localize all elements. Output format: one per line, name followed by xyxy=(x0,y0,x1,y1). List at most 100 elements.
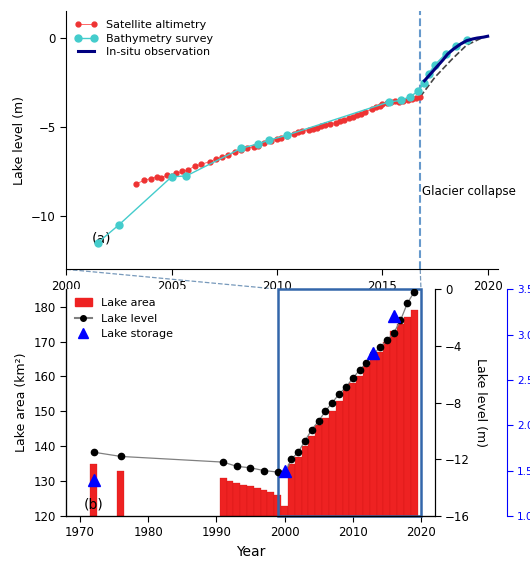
Bar xyxy=(342,390,349,516)
In-situ observation xyxy=(421,77,428,84)
Bar xyxy=(315,425,322,516)
Satellite altimetry xyxy=(255,142,261,149)
Bar xyxy=(254,488,261,516)
Bar xyxy=(226,481,233,516)
Bathymetry survey xyxy=(116,222,122,229)
Text: (a): (a) xyxy=(92,232,111,246)
Satellite altimetry xyxy=(326,121,333,128)
Bathymetry survey xyxy=(453,43,459,49)
Line: Satellite altimetry: Satellite altimetry xyxy=(134,94,422,187)
Bathymetry survey xyxy=(169,174,175,180)
Bar xyxy=(377,352,383,516)
Lake level xyxy=(288,456,295,463)
Lake level xyxy=(350,375,356,382)
Lake level xyxy=(370,351,376,358)
Y-axis label: Lake area (km²): Lake area (km²) xyxy=(15,353,28,452)
In-situ observation xyxy=(484,33,491,40)
Bar xyxy=(288,464,295,516)
Lake level xyxy=(261,467,267,474)
Lake level xyxy=(363,359,369,366)
Lake level xyxy=(356,367,363,374)
Lake level xyxy=(398,317,404,324)
Bathymetry survey xyxy=(415,88,421,95)
Lake level xyxy=(377,344,383,350)
Satellite altimetry xyxy=(337,117,343,124)
Satellite altimetry xyxy=(141,177,147,184)
Bathymetry survey xyxy=(443,50,449,57)
Lake level xyxy=(322,408,329,414)
Lake level xyxy=(391,330,397,337)
Lake level xyxy=(248,464,254,471)
Bathymetry survey xyxy=(426,70,432,77)
Bar xyxy=(322,418,329,516)
Bathymetry survey xyxy=(284,132,290,138)
Bathymetry survey xyxy=(255,141,261,147)
In-situ observation xyxy=(445,50,451,57)
Lake storage xyxy=(391,313,397,320)
Bar xyxy=(363,366,370,516)
In-situ observation xyxy=(440,56,447,63)
Bar xyxy=(356,376,363,516)
In-situ observation xyxy=(463,37,470,44)
Bar xyxy=(261,490,268,516)
Line: In-situ observation: In-situ observation xyxy=(425,36,488,81)
X-axis label: Year: Year xyxy=(236,545,265,559)
Bar xyxy=(220,477,226,516)
Bar xyxy=(281,506,288,516)
In-situ observation xyxy=(470,36,476,43)
Satellite altimetry xyxy=(314,125,320,132)
Bathymetry survey xyxy=(183,172,190,179)
Bathymetry survey xyxy=(463,36,470,43)
In-situ observation xyxy=(428,70,434,77)
Satellite altimetry xyxy=(363,108,369,115)
Satellite altimetry xyxy=(132,180,139,187)
Lake level xyxy=(90,449,96,456)
Bathymetry survey xyxy=(266,137,272,144)
Text: (b): (b) xyxy=(83,498,103,512)
Bar xyxy=(383,341,390,516)
Bar xyxy=(335,401,342,516)
Satellite altimetry xyxy=(417,94,423,100)
Bar xyxy=(302,446,308,516)
In-situ observation xyxy=(480,34,487,41)
Bar xyxy=(233,483,240,516)
Bar xyxy=(118,471,124,516)
Bar xyxy=(278,289,421,516)
Bar xyxy=(247,486,254,516)
Bar xyxy=(370,359,377,516)
Lake storage xyxy=(90,476,96,483)
Lake storage xyxy=(370,349,376,356)
Lake level xyxy=(384,337,390,344)
Lake level xyxy=(329,399,335,406)
Bathymetry survey xyxy=(421,79,428,86)
Bar xyxy=(404,317,411,516)
Bathymetry survey xyxy=(95,239,101,246)
Line: Lake level: Lake level xyxy=(91,289,417,477)
Bathymetry survey xyxy=(407,94,413,100)
In-situ observation xyxy=(451,45,457,52)
Line: Bathymetry survey: Bathymetry survey xyxy=(94,36,470,246)
Bar xyxy=(411,310,418,516)
Lake level xyxy=(404,300,411,307)
Bar xyxy=(275,495,281,516)
Bar xyxy=(329,411,335,516)
Bar xyxy=(240,485,247,516)
Bar xyxy=(349,383,356,516)
Lake level xyxy=(302,438,308,445)
Legend: Satellite altimetry, Bathymetry survey, In-situ observation: Satellite altimetry, Bathymetry survey, … xyxy=(72,17,217,60)
Lake storage xyxy=(281,467,288,474)
Bathymetry survey xyxy=(432,61,438,68)
Bathymetry survey xyxy=(398,97,404,104)
Lake level xyxy=(275,468,281,475)
Line: Lake storage: Lake storage xyxy=(88,311,399,485)
Lake level xyxy=(220,459,226,466)
Lake level xyxy=(336,391,342,397)
Bathymetry survey xyxy=(238,145,244,152)
Bar xyxy=(397,324,404,516)
Bar xyxy=(390,331,397,516)
Text: Glacier collapse: Glacier collapse xyxy=(422,185,516,197)
In-situ observation xyxy=(457,41,463,48)
In-situ observation xyxy=(434,63,440,70)
In-situ observation xyxy=(474,35,480,41)
Lake level xyxy=(234,463,240,469)
